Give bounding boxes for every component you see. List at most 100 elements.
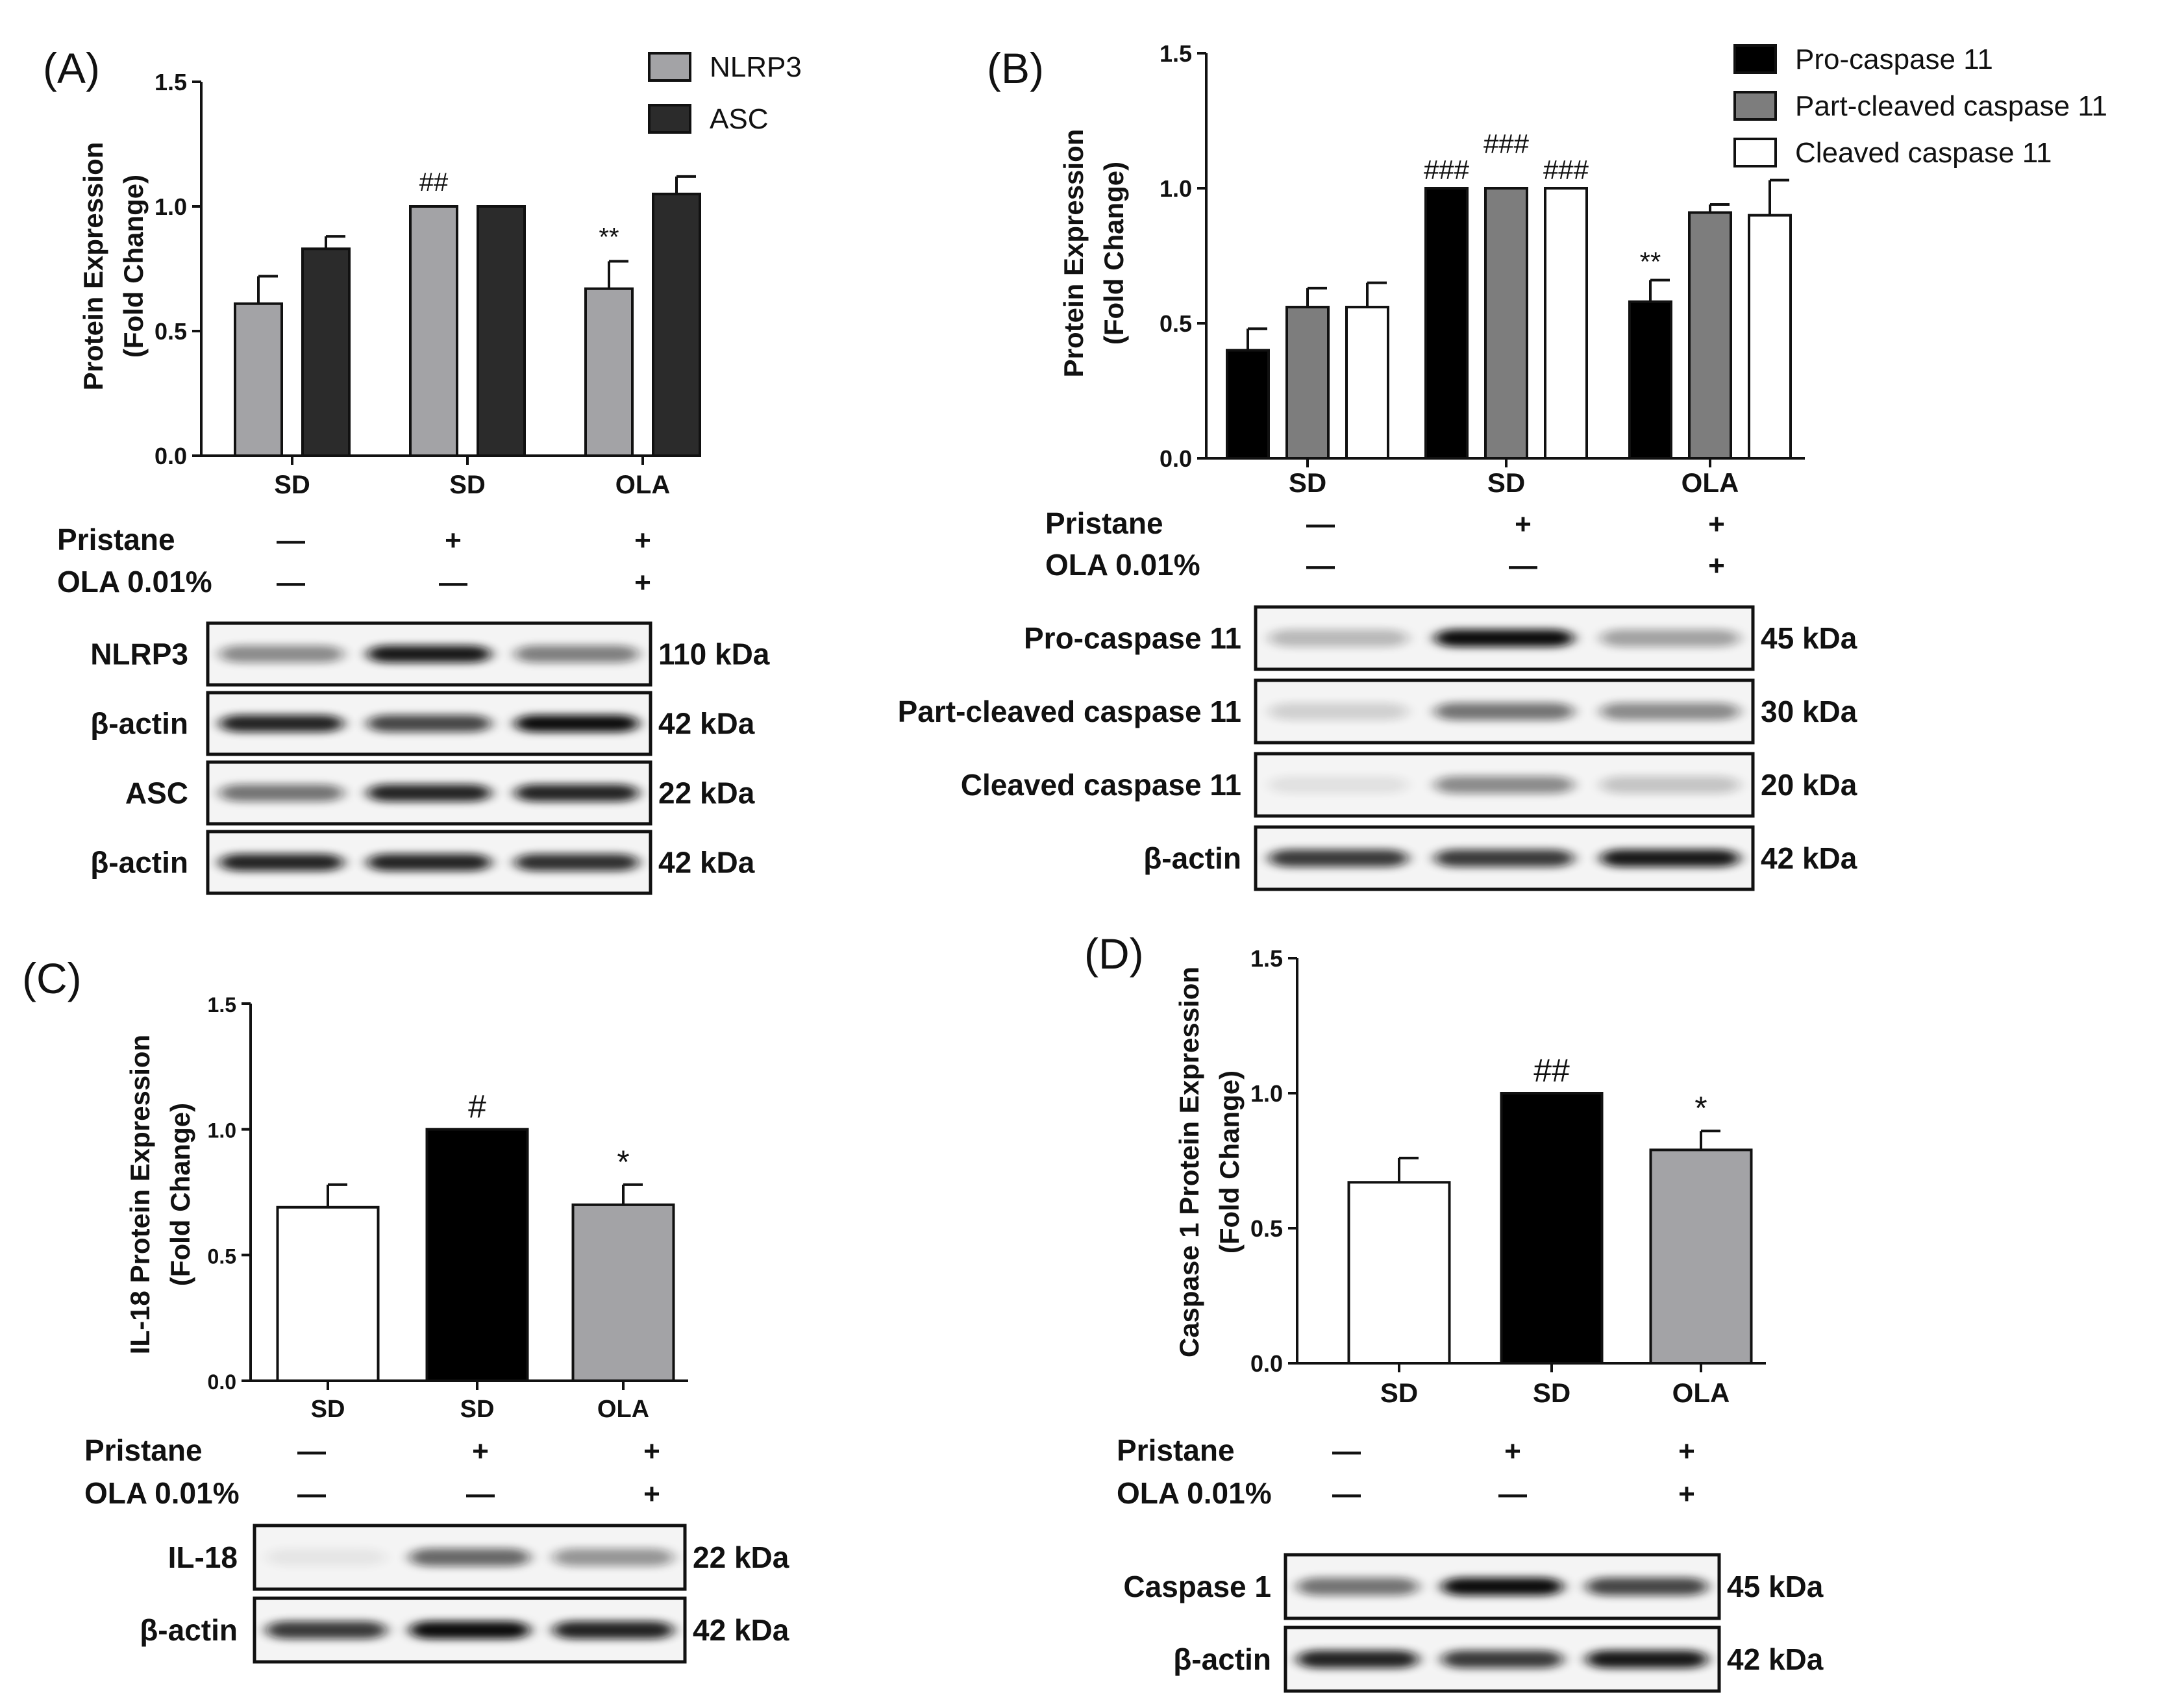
panel-b-bar <box>1688 211 1732 460</box>
panel-b-blot-band <box>1269 849 1408 867</box>
panel-d-bar <box>1500 1092 1604 1365</box>
panel-a-blot-band <box>514 854 639 871</box>
panel-a-blot-band <box>367 715 491 732</box>
panel-d-blot-kda: 45 kDa <box>1727 1570 1824 1603</box>
panel-c-blot-label: IL-18 <box>168 1540 238 1574</box>
panel-a-ola-mark: + <box>634 567 651 599</box>
panel-c-category-label: OLA <box>597 1396 649 1423</box>
panel-c-panel-label: (C) <box>22 954 82 1002</box>
panel-c-blot-band <box>266 1548 387 1566</box>
panel-b-blot-band <box>1269 629 1408 647</box>
panel-c-significance-label: # <box>468 1089 486 1125</box>
panel-a-blot-label: NLRP3 <box>90 637 188 671</box>
panel-c-blot-label: β-actin <box>140 1613 238 1647</box>
panel-d-y-tick-label: 0.0 <box>1250 1350 1283 1377</box>
panel-c-y-tick-label: 1.5 <box>208 993 236 1017</box>
panel-a-legend-swatch <box>648 52 691 82</box>
panel-b-blot-band <box>1600 776 1740 794</box>
panel-b-ola-mark: — <box>1306 550 1335 582</box>
panel-a-category-label: SD <box>274 471 310 499</box>
panel-b-significance-label: ### <box>1543 155 1589 185</box>
panel-b-pristane-label: Pristane <box>1045 506 1163 540</box>
panel-a-blot-kda: 42 kDa <box>658 707 755 741</box>
panel-b-bar <box>1226 349 1270 460</box>
panel-b-y-tick-label: 0.0 <box>1160 445 1192 472</box>
panel-b-y-axis-label: (Fold Change) <box>1098 162 1129 345</box>
panel-b-pristane-mark: + <box>1515 508 1532 540</box>
panel-c-blot-band <box>552 1621 674 1639</box>
panel-b-bar <box>1748 214 1792 460</box>
panel-c-bar <box>425 1128 529 1382</box>
panel-a-legend-swatch <box>648 104 691 134</box>
panel-d-ola-mark: — <box>1498 1478 1527 1510</box>
panel-a-category-label: SD <box>449 471 486 499</box>
panel-a-bar <box>301 247 351 457</box>
panel-c-pristane-mark: — <box>297 1435 326 1467</box>
panel-c-bar <box>571 1203 675 1383</box>
panel-b-ola-mark: + <box>1708 550 1725 582</box>
panel-a-blot-band <box>219 784 344 802</box>
panel-a-ola-mark: — <box>439 567 467 599</box>
panel-d-category-label: SD <box>1380 1378 1418 1408</box>
panel-c-pristane-mark: + <box>643 1435 660 1467</box>
panel-a-y-axis-label: (Fold Change) <box>118 175 149 358</box>
panel-d-blot-label: Caspase 1 <box>1123 1570 1271 1603</box>
panel-c-category-label: SD <box>311 1396 345 1423</box>
panel-b-ola-mark: — <box>1509 550 1537 582</box>
panel-b-significance-label: ### <box>1424 155 1470 185</box>
panel-d-category-label: OLA <box>1672 1378 1730 1408</box>
panel-d-blot-band <box>1586 1650 1708 1668</box>
panel-b-ola-label: OLA 0.01% <box>1045 548 1200 582</box>
panel-a-blot-label: ASC <box>125 776 188 810</box>
panel-a-y-tick-label: 1.5 <box>155 69 187 95</box>
panel-b-blot-kda: 30 kDa <box>1761 695 1857 728</box>
panel-c-y-axis-label: (Fold Change) <box>165 1103 195 1286</box>
panel-c-ola-mark: + <box>643 1478 660 1510</box>
panel-c-pristane-mark: + <box>472 1435 489 1467</box>
panel-b-blot-band <box>1600 702 1740 721</box>
panel-b-category-label: OLA <box>1681 467 1739 498</box>
panel-a-blot-band <box>367 784 491 802</box>
panel-d-bar <box>1649 1148 1753 1365</box>
panel-a-blot-band <box>514 715 639 732</box>
panel-b-significance-label: ### <box>1483 129 1530 159</box>
panel-c-ola-label: OLA 0.01% <box>84 1476 240 1510</box>
panel-a-blot-kda: 42 kDa <box>658 846 755 880</box>
panel-a-category-label: OLA <box>615 471 670 499</box>
panel-a-bar <box>652 192 701 457</box>
panel-d-pristane-mark: + <box>1504 1435 1521 1467</box>
panel-d-significance-label: * <box>1694 1090 1707 1126</box>
panel-a-bar <box>477 205 526 457</box>
panel-b-blot-kda: 20 kDa <box>1761 768 1857 802</box>
panel-a-bar <box>584 287 634 457</box>
panel-b-blot-band <box>1269 702 1408 721</box>
panel-c-y-tick-label: 0.5 <box>208 1244 236 1268</box>
panel-c-ola-mark: — <box>297 1478 326 1510</box>
panel-c-y-axis-label: IL-18 Protein Expression <box>125 1035 155 1354</box>
panel-d-blot-band <box>1297 1650 1419 1668</box>
panel-a-bar <box>409 205 458 457</box>
panel-a-blot-band <box>514 645 639 663</box>
panel-b-chart: (B) 0.0 0.5 1.0 1.5 Protein Expression (Fold C… <box>898 40 2107 891</box>
panel-d-y-axis-label: (Fold Change) <box>1214 1070 1245 1254</box>
panel-c-blot-band <box>266 1621 387 1639</box>
panel-d-bar <box>1347 1181 1451 1365</box>
panel-b-bar <box>1345 306 1389 460</box>
panel-a-chart: (A) 0.0 0.5 1.0 1.5 Protein Expression (Fold C… <box>43 44 802 895</box>
panel-b-blot-band <box>1600 849 1740 867</box>
panel-a-blot-kda: 110 kDa <box>658 637 770 671</box>
panel-c-bar <box>276 1205 380 1382</box>
panel-a-blot-label: β-actin <box>90 846 188 880</box>
panel-a-blot-band <box>514 784 639 802</box>
panel-a-panel-label: (A) <box>43 44 100 92</box>
panel-b-bar <box>1424 187 1469 460</box>
panel-a-pristane-mark: — <box>277 525 305 556</box>
panel-d-y-tick-label: 1.0 <box>1250 1080 1283 1107</box>
panel-b-legend-label: Pro-caspase 11 <box>1795 43 1993 75</box>
panel-d-pristane-mark: + <box>1678 1435 1695 1467</box>
panel-b-blot-label: Pro-caspase 11 <box>1024 621 1241 655</box>
panel-b-pristane-mark: — <box>1306 508 1335 540</box>
panel-d-chart: (D) 0.0 0.5 1.0 1.5 Caspase 1 Protein Express… <box>1084 930 1824 1693</box>
panel-c-y-tick-label: 1.0 <box>208 1119 236 1143</box>
panel-b-blot-band <box>1434 776 1574 794</box>
